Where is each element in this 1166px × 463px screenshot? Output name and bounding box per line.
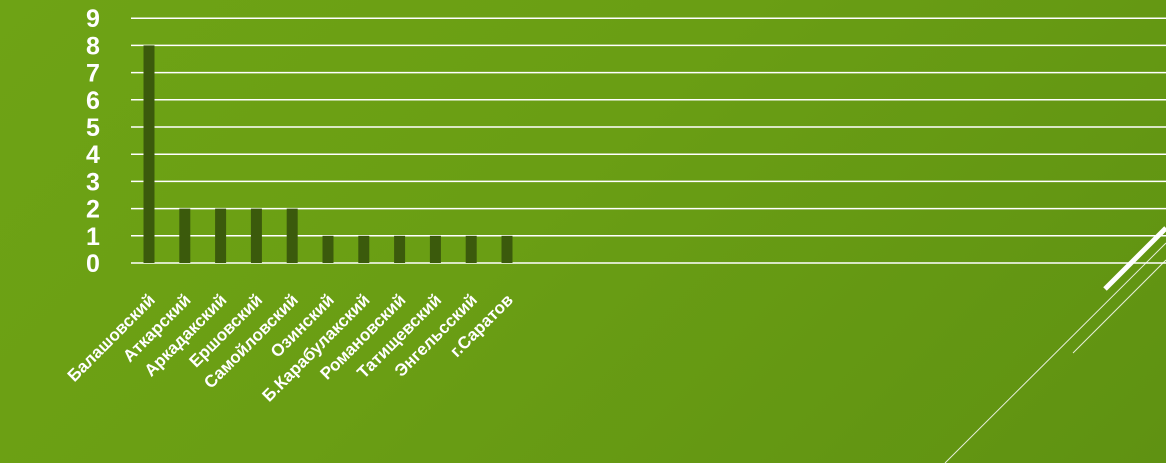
y-tick-label: 1 xyxy=(86,223,100,251)
bar-4 xyxy=(250,208,262,263)
y-tick-label: 9 xyxy=(86,5,100,33)
bar-7 xyxy=(358,235,370,263)
y-tick-label: 3 xyxy=(86,168,100,196)
bar-1 xyxy=(143,45,155,264)
bar-3 xyxy=(215,208,227,263)
y-tick-label: 7 xyxy=(86,60,100,88)
bar-9 xyxy=(429,235,441,263)
x-axis-ticks: БалашовскийАткарскийАркадакскийЕршовский… xyxy=(64,290,517,405)
y-tick-label: 0 xyxy=(86,250,100,278)
bars xyxy=(143,45,513,264)
y-tick-label: 2 xyxy=(86,196,100,224)
bar-5 xyxy=(286,208,298,263)
y-tick-label: 6 xyxy=(86,87,100,115)
bar-8 xyxy=(394,235,406,263)
bar-10 xyxy=(465,235,477,263)
bar-6 xyxy=(322,235,334,263)
bar-11 xyxy=(501,235,513,263)
y-tick-label: 8 xyxy=(86,32,100,60)
y-tick-label: 4 xyxy=(86,141,100,169)
gridlines xyxy=(131,17,1166,264)
y-tick-label: 5 xyxy=(86,114,100,142)
bar-2 xyxy=(179,208,191,263)
